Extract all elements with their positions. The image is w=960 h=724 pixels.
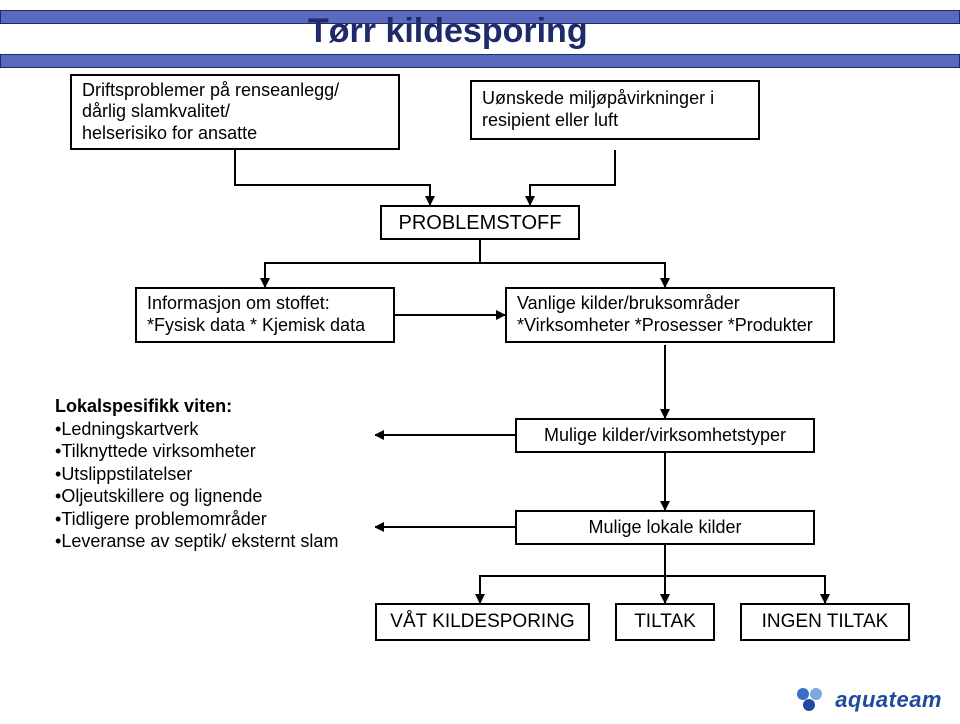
logo-icon: [795, 686, 829, 714]
text-line: resipient eller luft: [482, 110, 748, 132]
text-line: *Virksomheter *Prosesser *Produkter: [517, 315, 823, 337]
box-info-stoff: Informasjon om stoffet: *Fysisk data * K…: [135, 287, 395, 343]
text-line: Mulige lokale kilder: [588, 517, 741, 539]
box-miljo: Uønskede miljøpåvirkninger i resipient e…: [470, 80, 760, 140]
text-line: *Fysisk data * Kjemisk data: [147, 315, 383, 337]
logo: aquateam: [795, 686, 942, 714]
accent-bar-2: [0, 54, 960, 68]
list-item: •Leveranse av septik/ eksternt slam: [55, 530, 375, 553]
text-line: Informasjon om stoffet:: [147, 293, 383, 315]
list-item: •Tilknyttede virksomheter: [55, 440, 375, 463]
text-line: Mulige kilder/virksomhetstyper: [544, 425, 786, 447]
box-mulige-typer: Mulige kilder/virksomhetstyper: [515, 418, 815, 453]
box-mulige-lokale: Mulige lokale kilder: [515, 510, 815, 545]
text-line: Uønskede miljøpåvirkninger i: [482, 88, 748, 110]
box-vanlige-kilder: Vanlige kilder/bruksområder *Virksomhete…: [505, 287, 835, 343]
list-item: •Tidligere problemområder: [55, 508, 375, 531]
text-line: helserisiko for ansatte: [82, 123, 388, 145]
text-line: PROBLEMSTOFF: [399, 211, 562, 235]
text-line: TILTAK: [634, 611, 696, 634]
logo-text: aquateam: [835, 687, 942, 713]
text-line: VÅT KILDESPORING: [390, 611, 574, 634]
page-title: Tørr kildesporing: [308, 12, 588, 51]
text-line: Vanlige kilder/bruksområder: [517, 293, 823, 315]
box-lokalspesifikk: Lokalspesifikk viten: •Ledningskartverk …: [55, 395, 375, 553]
list-item: •Utslippstilatelser: [55, 463, 375, 486]
box-drift: Driftsproblemer på renseanlegg/ dårlig s…: [70, 74, 400, 150]
text-line: INGEN TILTAK: [762, 611, 889, 634]
box-vat-kildesporing: VÅT KILDESPORING: [375, 603, 590, 641]
text-line: Driftsproblemer på renseanlegg/: [82, 80, 388, 102]
box-ingen-tiltak: INGEN TILTAK: [740, 603, 910, 641]
list-item: •Ledningskartverk: [55, 418, 375, 441]
list-item: •Oljeutskillere og lignende: [55, 485, 375, 508]
slide: Tørr kildesporing Driftsproblem: [0, 0, 960, 724]
text-line: dårlig slamkvalitet/: [82, 101, 388, 123]
list-heading: Lokalspesifikk viten:: [55, 395, 375, 418]
box-tiltak: TILTAK: [615, 603, 715, 641]
box-problemstoff: PROBLEMSTOFF: [380, 205, 580, 240]
